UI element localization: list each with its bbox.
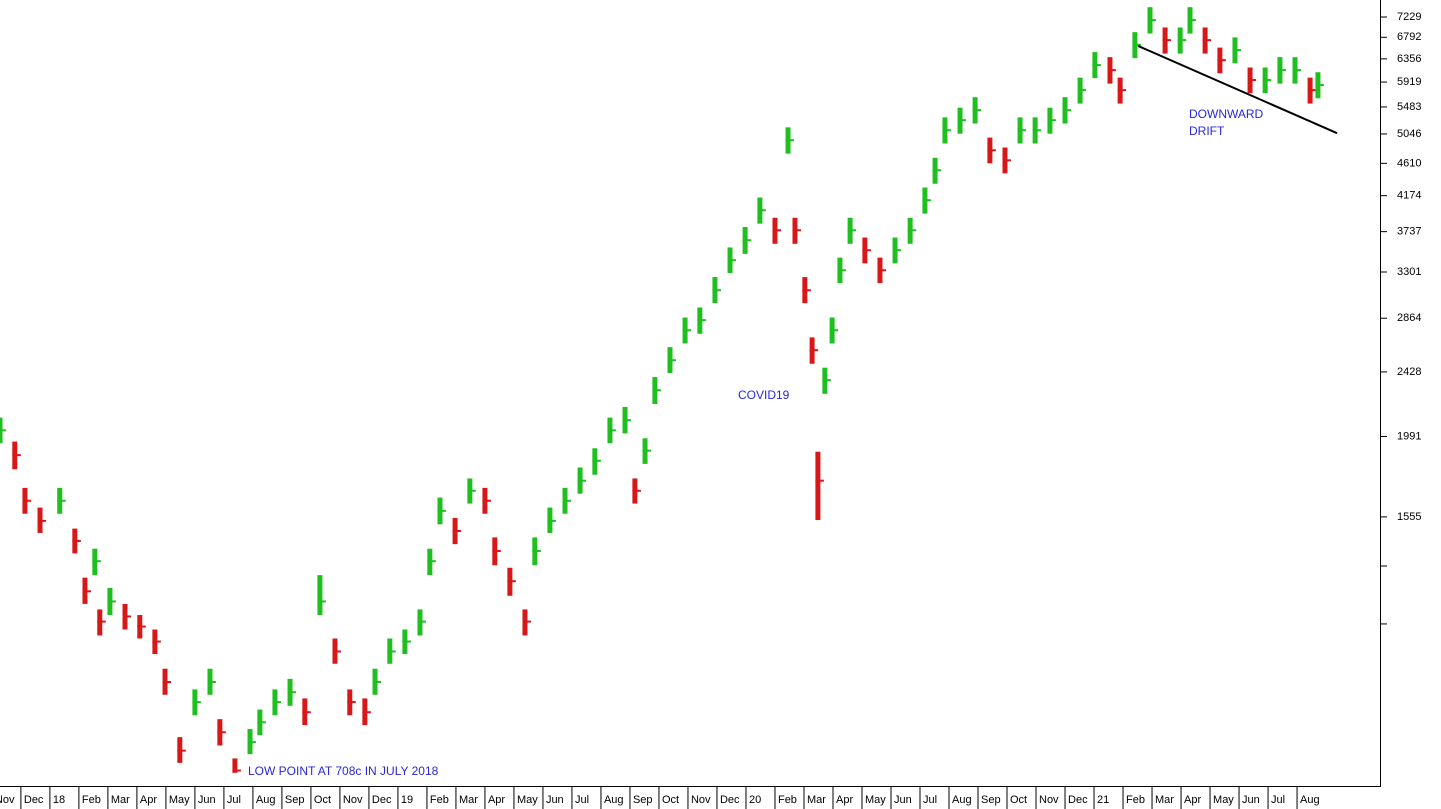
y-tick-label: 2864 <box>1397 312 1421 324</box>
y-tick-label: 1555 <box>1397 511 1421 523</box>
x-tick-label: 18 <box>53 794 65 806</box>
x-tick-label: Dec <box>1068 794 1088 806</box>
y-tick-label: 7229 <box>1397 11 1421 23</box>
x-tick-label: Aug <box>952 794 972 806</box>
x-tick-label: Jun <box>1242 794 1260 806</box>
y-tick-label: 6356 <box>1397 53 1421 65</box>
x-tick-label: Jul <box>575 794 589 806</box>
y-tick-label: 5919 <box>1397 76 1421 88</box>
x-tick-label: Sep <box>981 794 1001 806</box>
y-tick-label: 3737 <box>1397 226 1421 238</box>
x-tick-label: Dec <box>24 794 44 806</box>
x-tick-label: Mar <box>459 794 478 806</box>
x-tick-label: Aug <box>256 794 276 806</box>
x-tick-label: Mar <box>807 794 826 806</box>
x-tick-label: Nov <box>691 794 711 806</box>
x-tick-label: Jul <box>1271 794 1285 806</box>
x-tick-label: Dec <box>720 794 740 806</box>
x-tick-label: 21 <box>1097 794 1109 806</box>
drift-note: DOWNWARD <box>1189 107 1264 121</box>
y-tick-label: 2428 <box>1397 366 1421 378</box>
x-tick-label: Jul <box>227 794 241 806</box>
low-point-note: LOW POINT AT 708c IN JULY 2018 <box>248 764 439 778</box>
x-tick-label: Apr <box>836 794 853 806</box>
x-tick-label: Feb <box>82 794 101 806</box>
x-tick-label: Mar <box>1155 794 1174 806</box>
covid-note: COVID19 <box>738 388 790 402</box>
x-tick-label: Apr <box>140 794 157 806</box>
x-tick-label: Oct <box>1010 794 1027 806</box>
x-tick-label: Oct <box>662 794 679 806</box>
x-tick-label: Oct <box>314 794 331 806</box>
x-tick-label: Jun <box>894 794 912 806</box>
price-bar <box>317 575 323 616</box>
x-tick-label: Sep <box>285 794 305 806</box>
y-tick-label: 6792 <box>1397 31 1421 43</box>
x-tick-label: Apr <box>1184 794 1201 806</box>
x-tick-label: Sep <box>633 794 653 806</box>
x-tick-label: May <box>517 794 538 806</box>
x-tick-label: Jun <box>198 794 216 806</box>
plot <box>0 7 1324 773</box>
y-tick-label: 1991 <box>1397 430 1421 442</box>
x-tick-label: Feb <box>1126 794 1145 806</box>
x-tick-label: May <box>1213 794 1234 806</box>
x-tick-label: Aug <box>1300 794 1320 806</box>
y-tick-label: 5046 <box>1397 128 1421 140</box>
x-tick-label: 20 <box>749 794 761 806</box>
x-tick-label: Nov <box>1039 794 1059 806</box>
y-tick-label: 3301 <box>1397 266 1421 278</box>
y-tick-label: 5483 <box>1397 101 1421 113</box>
x-tick-label: May <box>169 794 190 806</box>
x-tick-label: Aug <box>604 794 624 806</box>
price-bar <box>232 758 238 773</box>
y-tick-label: 4174 <box>1397 190 1421 202</box>
drift-note: DRIFT <box>1189 124 1225 138</box>
x-tick-label: Apr <box>488 794 505 806</box>
trendline <box>1137 45 1338 135</box>
x-tick-label: Mar <box>111 794 130 806</box>
x-tick-label: Feb <box>430 794 449 806</box>
x-tick-label: May <box>865 794 886 806</box>
x-tick-label: Nov <box>0 794 15 806</box>
y-tick-label: 4610 <box>1397 157 1421 169</box>
x-tick-label: Jul <box>923 794 937 806</box>
x-tick-label: Nov <box>343 794 363 806</box>
x-tick-label: 19 <box>401 794 413 806</box>
price-bar <box>815 451 821 521</box>
x-tick-label: Dec <box>372 794 392 806</box>
x-tick-label: Jun <box>546 794 564 806</box>
x-tick-label: Feb <box>778 794 797 806</box>
